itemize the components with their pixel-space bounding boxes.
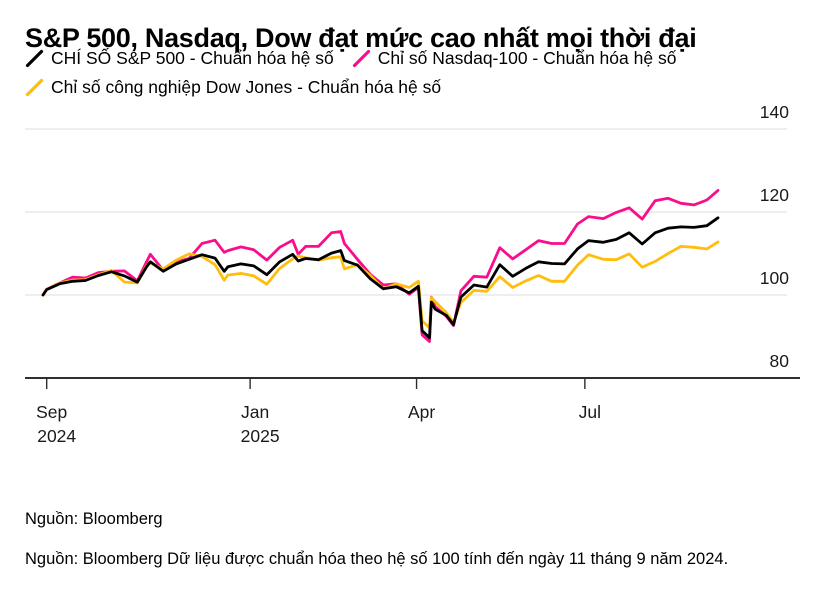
y-axis-label-120: 120	[760, 185, 789, 205]
chart-svg: 80 100 120 140 Sep 2024 Jan 2025 Apr Jul	[25, 102, 800, 446]
chart-title: S&P 500, Nasdaq, Dow đạt mức cao nhất mọ…	[25, 23, 697, 54]
series-line-dow	[41, 240, 720, 330]
legend-label-nasdaq: Chỉ số Nasdaq-100 - Chuẩn hóa hệ số	[377, 48, 677, 68]
line-chart-plot-area: 80 100 120 140 Sep 2024 Jan 2025 Apr Jul	[0, 96, 838, 456]
y-axis-label-80: 80	[770, 351, 790, 371]
legend-item-dow: Chỉ số công nghiệp Dow Jones - Chuẩn hóa…	[25, 75, 441, 100]
x-axis-label-Apr: Apr	[408, 402, 435, 422]
nasdaq-line-marker-icon	[352, 49, 371, 68]
x-axis-label-Jul: Jul	[579, 402, 601, 422]
chart-legend: CHÍ SỐ S&P 500 - Chuẩn hóa hệ số Chỉ số …	[25, 46, 820, 100]
sp500-line-marker-icon	[25, 49, 44, 68]
legend-label-dow: Chỉ số công nghiệp Dow Jones - Chuẩn hóa…	[51, 77, 442, 97]
legend-item-nasdaq: Chỉ số Nasdaq-100 - Chuẩn hóa hệ số	[352, 46, 677, 71]
legend-item-sp500: CHÍ SỐ S&P 500 - Chuẩn hóa hệ số	[25, 46, 334, 71]
legend-label-sp500: CHÍ SỐ S&P 500 - Chuẩn hóa hệ số	[51, 48, 334, 68]
x-axis-year-2024: 2024	[37, 426, 76, 446]
dow-line-marker-icon	[25, 78, 44, 97]
x-axis-label-Jan: Jan	[241, 402, 269, 422]
source-note-text: Nguồn: Bloomberg Dữ liệu được chuẩn hóa …	[25, 550, 729, 568]
x-axis-year-2025: 2025	[241, 426, 280, 446]
series-line-sp500	[41, 216, 720, 340]
y-axis-label-140: 140	[760, 102, 789, 122]
y-axis-label-100: 100	[760, 268, 789, 288]
x-axis-label-Sep: Sep	[36, 402, 67, 422]
source-text: Nguồn: Bloomberg	[25, 510, 163, 528]
series-line-nasdaq	[41, 189, 720, 343]
